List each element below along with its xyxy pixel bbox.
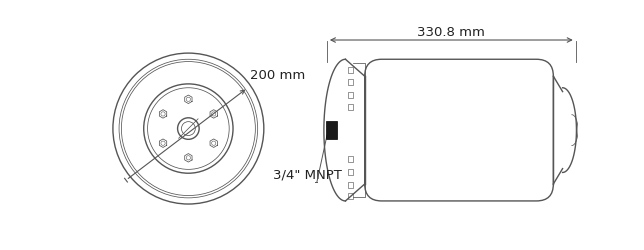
Bar <box>348 104 353 110</box>
Bar <box>348 193 353 200</box>
Bar <box>348 182 353 188</box>
Text: 200 mm: 200 mm <box>250 69 305 82</box>
Text: 3/4" MNPT: 3/4" MNPT <box>273 169 342 182</box>
Text: 330.8 mm: 330.8 mm <box>417 26 486 39</box>
Bar <box>348 78 353 85</box>
Bar <box>348 67 353 73</box>
Bar <box>348 92 353 98</box>
Bar <box>348 156 353 162</box>
Bar <box>327 121 337 139</box>
Bar <box>348 168 353 175</box>
